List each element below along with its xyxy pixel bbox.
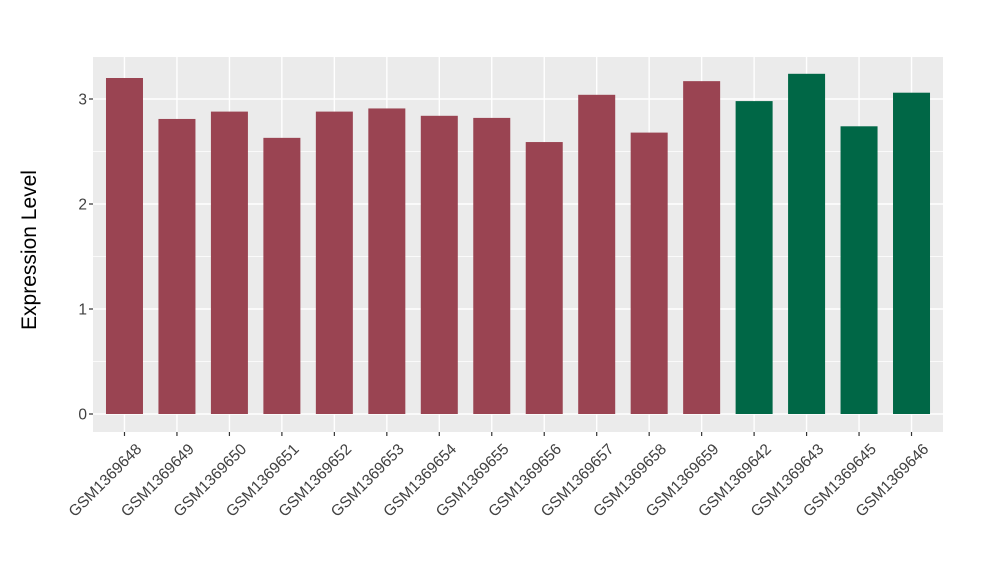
y-tick-label: 0	[78, 407, 87, 424]
bar-GSM1369645	[840, 126, 878, 415]
bar-GSM1369646	[893, 92, 931, 414]
bar-GSM1369651	[263, 137, 301, 414]
bar-GSM1369642	[735, 101, 773, 414]
bar-GSM1369652	[315, 111, 353, 414]
bar-GSM1369656	[525, 142, 563, 415]
y-tick-label: 1	[78, 302, 87, 319]
bar-GSM1369648	[105, 78, 143, 414]
bar-GSM1369659	[683, 81, 721, 415]
y-axis-title: Expression Level	[18, 170, 41, 330]
bar-GSM1369643	[788, 73, 826, 415]
y-tick-label: 2	[78, 197, 87, 214]
bar-GSM1369653	[368, 108, 406, 414]
bar-GSM1369654	[420, 115, 458, 415]
bar-GSM1369649	[158, 118, 196, 414]
bar-GSM1369655	[473, 117, 511, 415]
bar-GSM1369650	[210, 111, 248, 414]
y-tick-label: 3	[78, 92, 87, 109]
bar-GSM1369658	[630, 132, 668, 414]
bar-GSM1369657	[578, 94, 616, 415]
